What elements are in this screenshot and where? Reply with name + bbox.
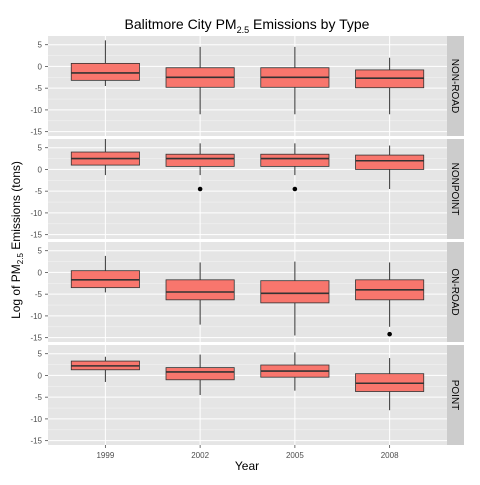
box-on-road-1999 (70, 255, 140, 293)
box-point-2002 (165, 354, 235, 395)
outlier-point (292, 186, 298, 192)
chart-title-rest: Emissions by Type (249, 16, 370, 32)
box-body (70, 62, 140, 81)
box-non-road-2005 (260, 46, 330, 115)
y-tick-label: 5 (38, 350, 43, 359)
box-point-2008 (355, 358, 425, 411)
chart-title-main: Balitmore City PM (125, 16, 237, 32)
facet-strip (447, 345, 464, 445)
facet-nonpoint: -15 -10 -5 0 5 NONPOINT (30, 139, 464, 240)
y-tick-label: -5 (35, 290, 43, 299)
facet-strip-label: NONPOINT (449, 163, 460, 216)
x-tick-label: 2008 (381, 451, 399, 460)
y-tick-label: 5 (38, 144, 43, 153)
y-tick-label: -10 (30, 106, 42, 115)
y-tick-label: -10 (30, 209, 42, 218)
box-point-1999 (70, 356, 140, 382)
y-tick-label: 0 (38, 268, 43, 277)
box-body (260, 153, 330, 167)
y-tick-label: -15 (30, 231, 42, 240)
y-tick-label: -5 (35, 187, 43, 196)
y-tick-label: 0 (38, 371, 43, 380)
box-point-2005 (260, 352, 330, 391)
x-tick-label: 2002 (191, 451, 209, 460)
box-nonpoint-2002 (165, 143, 235, 192)
x-axis-ticks: 1999 2002 2005 2008 (96, 445, 399, 460)
y-axis-label-pre: Log of PM (9, 264, 23, 319)
y-axis-label-post: Emissions (tons) (9, 161, 23, 253)
facet-on-road: -15 -10 -5 0 5 ON-ROAD (30, 242, 464, 343)
box-body (260, 280, 330, 304)
chart-title-subscript: 2.5 (237, 25, 250, 35)
box-on-road-2008 (355, 262, 425, 337)
box-body (165, 279, 235, 301)
facet-strip-label: ON-ROAD (449, 268, 460, 315)
facet-strip (447, 36, 464, 136)
facet-strip (447, 139, 464, 239)
y-axis-label: Log of PM2.5 Emissions (tons) (9, 161, 25, 319)
chart-title: Balitmore City PM2.5 Emissions by Type (125, 16, 370, 35)
facet-panels: -15-10-505NON-ROAD-15-10-505NONPOINT-15-… (30, 36, 464, 446)
facet-strip-label: NON-ROAD (449, 59, 460, 113)
x-axis-label: Year (235, 459, 259, 473)
y-tick-label: -5 (35, 84, 43, 93)
x-tick-label: 1999 (96, 451, 114, 460)
y-tick-label: -15 (30, 128, 42, 137)
box-on-road-2002 (165, 262, 235, 325)
box-body (355, 154, 425, 170)
y-tick-label: -5 (35, 393, 43, 402)
x-tick-label: 2005 (286, 451, 304, 460)
box-on-road-2005 (260, 261, 330, 336)
box-nonpoint-2008 (355, 145, 425, 189)
y-tick-label: 5 (38, 247, 43, 256)
y-tick-label: 0 (38, 62, 43, 71)
y-tick-label: -10 (30, 312, 42, 321)
box-non-road-2002 (165, 46, 235, 115)
box-nonpoint-1999 (70, 139, 140, 176)
outlier-point (197, 186, 203, 192)
box-body (165, 153, 235, 167)
facet-strip (447, 242, 464, 342)
facet-non-road: -15 -10 -5 0 5 NON-ROAD (30, 36, 464, 137)
y-axis-label-subscript: 2.5 (16, 253, 25, 265)
y-tick-label: -15 (30, 437, 42, 446)
y-tick-label: 0 (38, 165, 43, 174)
box-nonpoint-2005 (260, 143, 330, 192)
box-body (165, 367, 235, 381)
y-tick-label: -10 (30, 415, 42, 424)
box-non-road-2008 (355, 57, 425, 115)
y-tick-label: -15 (30, 334, 42, 343)
facet-point: -15 -10 -5 0 5 POINT (30, 345, 464, 446)
box-non-road-1999 (70, 40, 140, 86)
outlier-point (387, 331, 392, 337)
y-tick-label: 5 (38, 41, 43, 50)
facet-strip-label: POINT (449, 380, 460, 411)
